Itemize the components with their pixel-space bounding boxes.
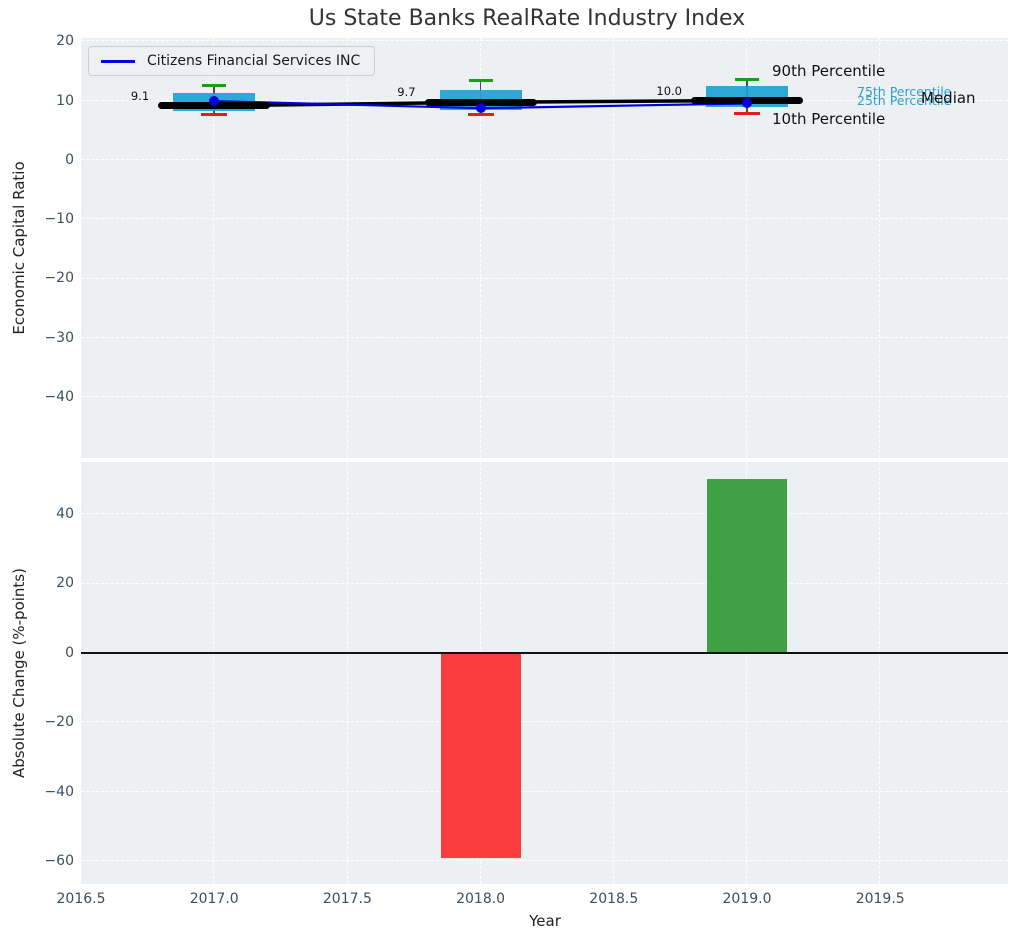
gridline-y <box>81 860 1008 862</box>
median-bar-2018 <box>424 98 537 106</box>
gridline-y <box>81 790 1008 792</box>
gridline-x <box>613 462 615 884</box>
company-point-2019 <box>742 98 752 109</box>
y-tick-label: 40 <box>56 506 74 522</box>
x-tick-label: 2019.5 <box>855 891 905 907</box>
label-75th-percentile: 75th Percentile <box>857 84 952 99</box>
whisker-cap-bottom-2018 <box>467 112 494 116</box>
y-tick-label: −20 <box>44 714 74 731</box>
x-tick-label: 2017.5 <box>322 891 372 907</box>
bottom-plot-area <box>81 462 1008 884</box>
gridline-x <box>879 38 881 458</box>
y-tick-label: 0 <box>65 151 74 168</box>
whisker-cap-bottom-2017 <box>201 112 228 116</box>
gridline-y <box>81 396 1008 398</box>
whisker-cap-bottom-2019 <box>734 112 760 116</box>
y-tick-label: 10 <box>56 92 74 109</box>
zero-line <box>81 651 1008 654</box>
y-tick-label: −40 <box>44 389 74 405</box>
legend-line-sample <box>101 59 135 63</box>
whisker-cap-top-2019 <box>735 78 759 82</box>
gridline-y <box>81 513 1008 515</box>
bottom-y-axis-label: Absolute Change (%-points) <box>10 568 28 778</box>
gridline-y <box>81 721 1008 723</box>
gridline-x <box>213 38 215 458</box>
gridline-y <box>81 159 1008 161</box>
chart-title: Us State Banks RealRate Industry Index <box>308 6 746 31</box>
label-10th-percentile: 10th Percentile <box>772 110 886 128</box>
gridline-x <box>346 462 348 884</box>
top-plot-area: Citizens Financial Services INC 90th Per… <box>81 38 1008 458</box>
x-tick-label: 2018.0 <box>456 891 506 907</box>
gridline-x <box>213 462 215 884</box>
gridline-x <box>613 38 615 458</box>
label-90th-percentile: 90th Percentile <box>772 62 886 80</box>
median-annotation-2018: 9.7 <box>397 85 416 100</box>
y-tick-label: −30 <box>44 329 74 346</box>
gridline-x <box>746 462 748 884</box>
whisker-cap-top-2017 <box>202 84 227 88</box>
top-y-axis-label: Economic Capital Ratio <box>10 161 28 335</box>
change-bar-2019 <box>707 479 787 653</box>
gridline-y <box>81 582 1008 584</box>
gridline-x <box>746 38 748 458</box>
gridline-x <box>879 462 881 884</box>
gridline-y <box>81 218 1008 220</box>
x-tick-label: 2017.0 <box>189 891 239 907</box>
gridline-x <box>479 38 481 458</box>
median-annotation-2017: 9.1 <box>130 88 150 103</box>
y-tick-label: −10 <box>44 211 74 228</box>
legend-label: Citizens Financial Services INC <box>147 53 361 69</box>
median-annotation-2019: 10.0 <box>656 83 682 98</box>
company-point-2017 <box>209 96 220 107</box>
legend: Citizens Financial Services INC <box>88 46 376 76</box>
y-tick-label: 20 <box>56 33 74 50</box>
company-point-2018 <box>475 103 486 114</box>
gridline-y <box>81 336 1008 338</box>
label-median: Median <box>921 89 976 107</box>
x-axis-label: Year <box>529 912 561 930</box>
y-tick-label: −20 <box>44 270 74 287</box>
y-tick-label: −60 <box>44 853 74 869</box>
gridline-y <box>81 40 1008 42</box>
change-bar-2018 <box>440 652 521 858</box>
gridline-y <box>81 277 1008 279</box>
y-tick-label: 20 <box>56 575 74 592</box>
y-tick-label: 0 <box>65 644 74 661</box>
x-tick-label: 2019.0 <box>722 891 772 907</box>
x-tick-label: 2016.5 <box>56 891 106 907</box>
whisker-cap-top-2018 <box>468 78 493 82</box>
gridline-x <box>346 38 348 458</box>
x-tick-label: 2018.5 <box>589 891 639 907</box>
y-tick-label: −40 <box>44 783 74 800</box>
label-25th-percentile: 25th Percentile <box>857 93 952 108</box>
